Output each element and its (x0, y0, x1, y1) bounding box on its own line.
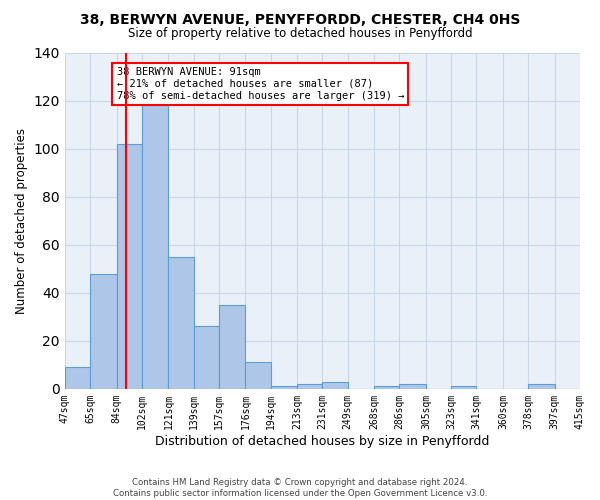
Bar (528, 384, 555, 389)
Bar (169, 257, 194, 389)
Bar (322, 382, 347, 389)
Bar (451, 386, 476, 389)
Text: Size of property relative to detached houses in Penyffordd: Size of property relative to detached ho… (128, 28, 472, 40)
Y-axis label: Number of detached properties: Number of detached properties (15, 128, 28, 314)
Bar (194, 326, 219, 389)
Bar (116, 144, 142, 389)
Bar (297, 384, 322, 389)
Bar (245, 362, 271, 389)
Bar (400, 384, 426, 389)
Bar (142, 98, 169, 389)
Bar (65, 367, 90, 389)
Text: 38, BERWYN AVENUE, PENYFFORDD, CHESTER, CH4 0HS: 38, BERWYN AVENUE, PENYFFORDD, CHESTER, … (80, 12, 520, 26)
Bar (90, 274, 116, 389)
Bar (219, 305, 245, 389)
X-axis label: Distribution of detached houses by size in Penyffordd: Distribution of detached houses by size … (155, 434, 490, 448)
Bar (271, 386, 297, 389)
Text: 38 BERWYN AVENUE: 91sqm
← 21% of detached houses are smaller (87)
78% of semi-de: 38 BERWYN AVENUE: 91sqm ← 21% of detache… (116, 68, 404, 100)
Text: Contains HM Land Registry data © Crown copyright and database right 2024.
Contai: Contains HM Land Registry data © Crown c… (113, 478, 487, 498)
Bar (374, 386, 400, 389)
